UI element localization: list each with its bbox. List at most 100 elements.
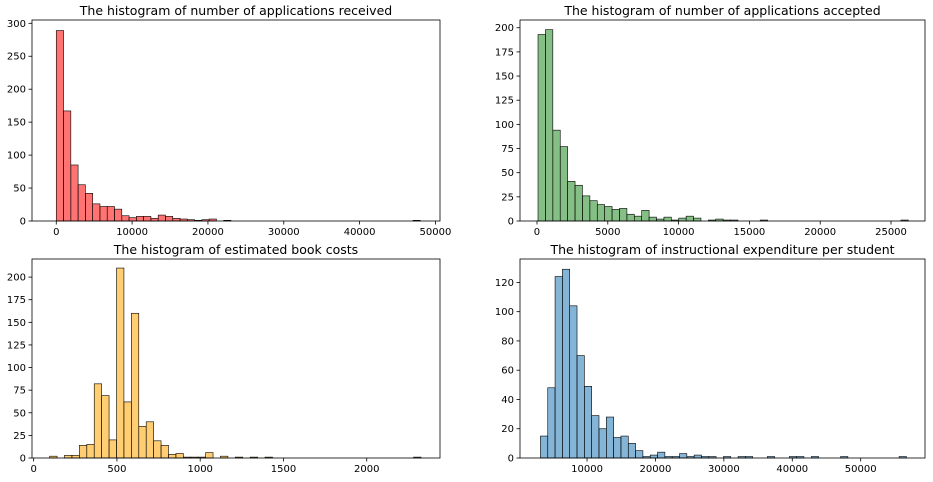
histogram-bar: [613, 437, 622, 459]
histogram-bar: [157, 214, 166, 222]
y-tick-label: 200: [7, 273, 26, 284]
histogram-applications-received: The histogram of number of applications …: [7, 3, 451, 238]
histogram-bar: [663, 216, 672, 222]
y-tick-label: 200: [7, 85, 26, 96]
y-axis: 0 50 100 150 200 250 300: [7, 19, 32, 228]
y-tick-label: 40: [501, 395, 514, 406]
histogram-bar: [92, 203, 101, 222]
y-tick-label: 100: [7, 151, 26, 162]
histogram-bar: [598, 428, 607, 459]
histogram-bar: [552, 129, 561, 222]
histogram-bar: [153, 440, 162, 459]
histogram-bar: [106, 206, 115, 222]
y-tick-label: 175: [495, 47, 514, 58]
histogram-bar: [633, 215, 642, 222]
histogram-bar: [205, 452, 214, 459]
histogram-bar: [143, 216, 152, 222]
histogram-bar: [165, 216, 174, 222]
y-tick-label: 0: [508, 454, 514, 465]
histogram-instructional-expenditure: The histogram of instructional expenditu…: [495, 242, 926, 475]
histogram-bar: [64, 454, 73, 459]
histogram-bar: [693, 217, 702, 222]
x-tick-label: 10000: [571, 464, 603, 475]
y-tick-label: 300: [7, 19, 26, 30]
x-tick-label: 0: [53, 227, 59, 238]
y-tick-label: 0: [20, 454, 26, 465]
histogram-bar: [79, 445, 88, 459]
histogram-bar: [620, 435, 629, 459]
histogram-bar: [574, 184, 583, 222]
x-tick-label: 5000: [595, 227, 620, 238]
x-tick-label: 0: [30, 464, 36, 475]
histogram-bar: [576, 355, 585, 459]
y-tick-label: 150: [495, 72, 514, 83]
x-axis: 10000 20000 30000 40000 50000: [571, 458, 877, 475]
axes-frame: [31, 258, 441, 459]
y-tick-label: 100: [495, 120, 514, 131]
y-tick-label: 250: [7, 52, 26, 63]
y-tick-label: 20: [501, 424, 514, 435]
y-axis: 0 25 50 75 100 125 150 175 200: [7, 273, 32, 465]
x-axis: 0 500 1000 1500 2000: [30, 458, 379, 475]
histogram-bar: [86, 444, 95, 459]
histogram-bars: [49, 267, 422, 459]
histogram-bar: [649, 454, 658, 459]
histogram-bar: [657, 451, 666, 459]
histogram-bar: [562, 268, 571, 459]
y-tick-label: 50: [13, 184, 26, 195]
y-tick-label: 60: [501, 366, 514, 377]
chart-title: The histogram of estimated book costs: [113, 242, 358, 257]
axes-frame: [519, 258, 926, 459]
chart-title: The histogram of number of applications …: [79, 3, 392, 18]
x-tick-label: 30000: [708, 464, 740, 475]
axes-frame: [31, 19, 441, 222]
histogram-bar: [604, 206, 613, 222]
histogram-bar: [596, 204, 605, 222]
histogram-bar: [619, 208, 628, 222]
histogram-bar: [71, 454, 80, 459]
y-tick-label: 100: [7, 363, 26, 374]
y-tick-label: 200: [495, 23, 514, 34]
chart-title: The histogram of number of applications …: [563, 3, 880, 18]
x-tick-label: 2000: [354, 464, 379, 475]
x-tick-label: 50000: [845, 464, 877, 475]
axes-frame: [519, 19, 926, 222]
x-axis: 0 5000 10000 15000 20000 25000: [534, 221, 907, 238]
x-axis: 0 10000 20000 30000 40000 50000: [53, 221, 451, 238]
x-tick-label: 1000: [187, 464, 212, 475]
x-tick-label: 1500: [271, 464, 296, 475]
histogram-bar: [547, 387, 556, 459]
histogram-bar: [626, 213, 635, 222]
histogram-bar: [641, 210, 650, 222]
histogram-bar: [606, 416, 614, 459]
histogram-bar: [554, 276, 563, 459]
histogram-bars: [540, 268, 907, 459]
histogram-bar: [123, 401, 132, 459]
histogram-bar: [635, 450, 644, 459]
y-tick-label: 0: [20, 217, 26, 228]
histogram-bar: [77, 184, 86, 222]
y-tick-label: 150: [7, 118, 26, 129]
histogram-bar: [168, 454, 177, 459]
x-tick-label: 40000: [344, 227, 376, 238]
histogram-bar: [108, 439, 117, 459]
histogram-bar: [591, 415, 600, 459]
histogram-bar: [145, 421, 154, 459]
histogram-bar: [582, 195, 591, 222]
histogram-bar: [114, 208, 123, 222]
y-tick-label: 0: [508, 217, 514, 228]
x-tick-label: 50000: [420, 227, 452, 238]
y-tick-label: 100: [495, 307, 514, 318]
x-tick-label: 15000: [733, 227, 765, 238]
histogram-bars: [537, 29, 909, 222]
histogram-bar: [545, 29, 554, 222]
histogram-bar: [138, 426, 147, 459]
y-tick-label: 50: [501, 168, 514, 179]
histogram-bar: [589, 200, 598, 222]
histogram-bar: [175, 453, 184, 459]
histogram-bar: [627, 443, 636, 459]
x-tick-label: 0: [534, 227, 540, 238]
y-tick-label: 175: [7, 295, 26, 306]
histogram-bar: [101, 395, 110, 459]
